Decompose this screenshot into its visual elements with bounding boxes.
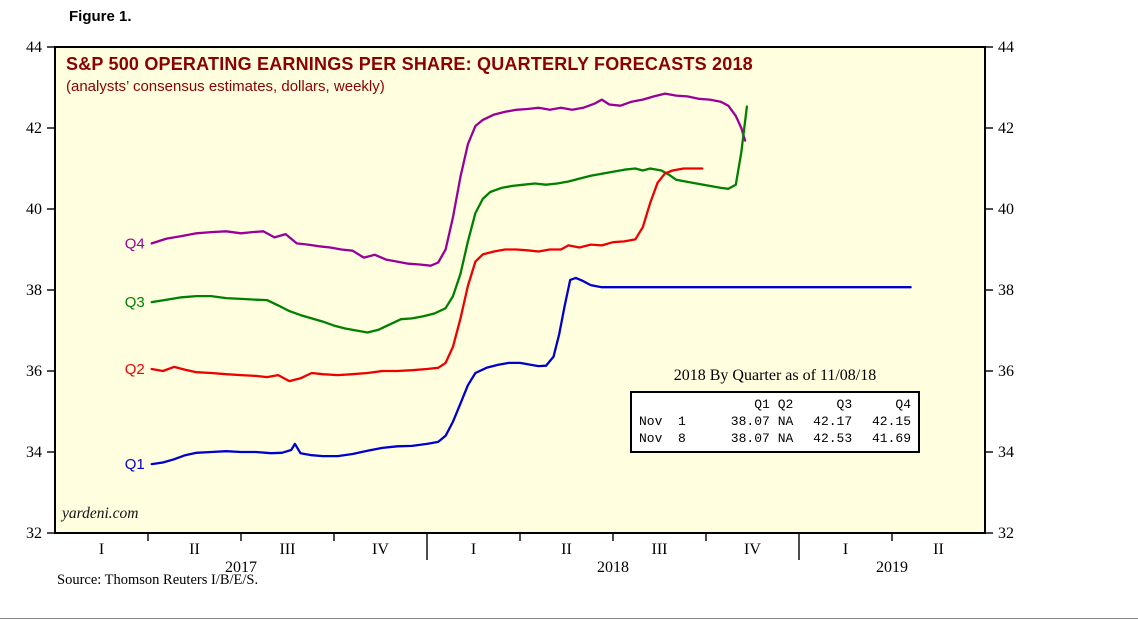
inset-cell: NA bbox=[777, 414, 794, 429]
inset-cell: NA bbox=[777, 431, 794, 446]
svg-text:2019: 2019 bbox=[876, 559, 908, 576]
inset-row: Nov 1 38.07 NA 42.17 42.15 bbox=[639, 413, 911, 430]
series-line-q4 bbox=[150, 92, 747, 267]
svg-text:44: 44 bbox=[998, 39, 1014, 56]
svg-text:I: I bbox=[471, 541, 476, 558]
inset-col-header: Q1 bbox=[754, 397, 770, 412]
inset-header-row: Q1 Q2 Q3 Q4 bbox=[639, 396, 911, 413]
inset-cell: 42.17 bbox=[813, 414, 853, 429]
source-note: Source: Thomson Reuters I/B/E/S. bbox=[57, 572, 259, 588]
svg-text:32: 32 bbox=[998, 525, 1014, 542]
inset-col-header: Q2 bbox=[777, 397, 794, 412]
bottom-divider bbox=[0, 618, 1138, 619]
svg-text:32: 32 bbox=[26, 525, 42, 542]
inset-col-header: Q3 bbox=[836, 397, 853, 412]
y-axis-ticks bbox=[47, 46, 993, 534]
svg-text:38: 38 bbox=[998, 282, 1014, 299]
svg-text:I: I bbox=[99, 541, 104, 558]
svg-text:40: 40 bbox=[26, 201, 42, 218]
chart-subtitle: (analysts’ consensus estimates, dollars,… bbox=[66, 78, 385, 95]
inset-col-header: Q4 bbox=[895, 397, 911, 412]
svg-text:II: II bbox=[933, 541, 944, 558]
y-tick-labels: 32 32 34 34 36 36 38 38 40 40 42 42 44 44 bbox=[26, 39, 1014, 542]
series-label-q2: Q2 bbox=[125, 361, 145, 378]
svg-text:38: 38 bbox=[26, 282, 42, 299]
inset-cell: 38.07 bbox=[730, 431, 770, 446]
svg-text:III: III bbox=[652, 541, 668, 558]
svg-text:I: I bbox=[843, 541, 848, 558]
svg-text:42: 42 bbox=[26, 120, 42, 137]
inset-row: Nov 8 38.07 NA 42.53 41.69 bbox=[639, 430, 911, 447]
svg-text:III: III bbox=[280, 541, 296, 558]
svg-text:36: 36 bbox=[26, 363, 42, 380]
watermark: yardeni.com bbox=[62, 505, 139, 522]
series-label-q3: Q3 bbox=[125, 294, 145, 311]
svg-text:44: 44 bbox=[26, 39, 42, 56]
svg-text:II: II bbox=[561, 541, 572, 558]
svg-text:2017: 2017 bbox=[225, 559, 257, 576]
inset-row-label: Nov 8 bbox=[639, 431, 686, 446]
svg-text:36: 36 bbox=[998, 363, 1014, 380]
svg-text:40: 40 bbox=[998, 201, 1014, 218]
series-label-q4: Q4 bbox=[125, 235, 145, 252]
plot-background bbox=[55, 47, 985, 533]
plot-frame bbox=[54, 46, 986, 534]
inset-box: Q1 Q2 Q3 Q4 Nov 1 38.07 NA 42.17 42.15 Nov 8 38.07… bbox=[630, 391, 920, 453]
svg-text:II: II bbox=[189, 541, 200, 558]
inset-title: 2018 By Quarter as of 11/08/18 bbox=[673, 367, 877, 384]
chart-title: S&P 500 OPERATING EARNINGS PER SHARE: QU… bbox=[66, 54, 753, 74]
inset-cell: 42.53 bbox=[813, 431, 853, 446]
svg-text:42: 42 bbox=[998, 120, 1014, 137]
inset-table: Q1 Q2 Q3 Q4 Nov 1 38.07 NA 42.17 42.15 Nov 8 38.07… bbox=[639, 396, 911, 447]
inset-cell: 38.07 bbox=[730, 414, 770, 429]
inset-row-label: Nov 1 bbox=[639, 414, 686, 429]
inset-cell: 42.15 bbox=[871, 414, 911, 429]
svg-text:34: 34 bbox=[26, 444, 42, 461]
svg-text:IV: IV bbox=[372, 541, 389, 558]
series-label-q1: Q1 bbox=[125, 456, 145, 473]
inset-cell: 41.69 bbox=[871, 431, 911, 446]
x-axis-ticks bbox=[147, 533, 893, 560]
figure-label: Figure 1. bbox=[69, 8, 132, 25]
inset-header-spacer bbox=[639, 396, 711, 413]
svg-text:2018: 2018 bbox=[597, 559, 629, 576]
series-line-q2 bbox=[150, 167, 704, 383]
series-line-q1 bbox=[150, 276, 912, 466]
inset-panel: 2018 By Quarter as of 11/08/18 Q1 Q2 Q3 Q4 N… bbox=[630, 367, 920, 453]
svg-text:IV: IV bbox=[744, 541, 761, 558]
svg-text:34: 34 bbox=[998, 444, 1014, 461]
